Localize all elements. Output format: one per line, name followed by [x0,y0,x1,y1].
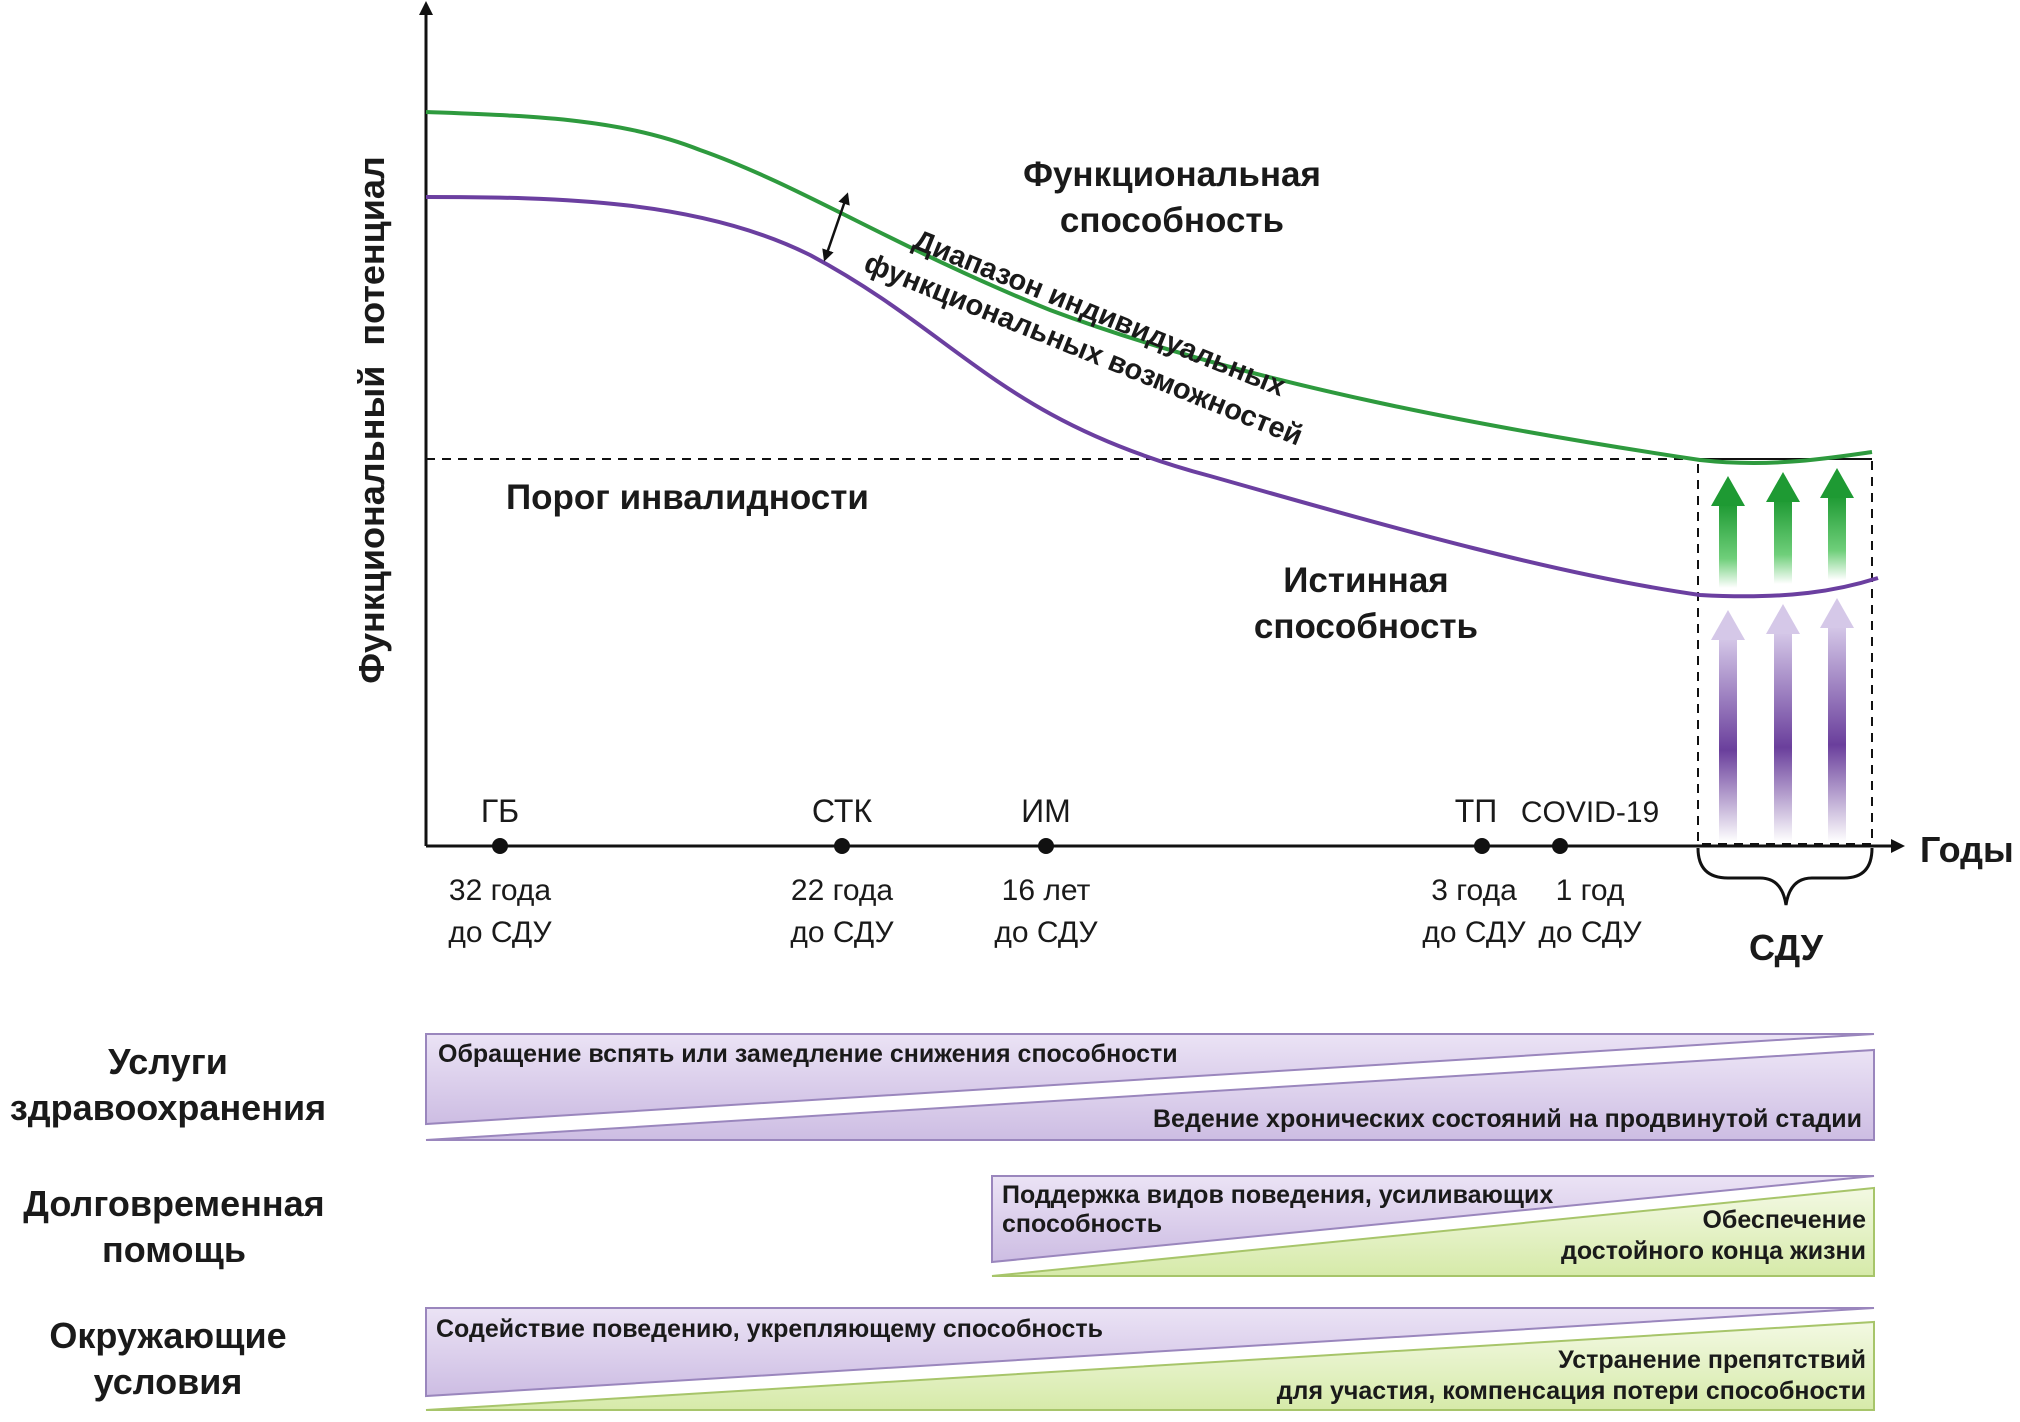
event-covid: COVID-19 1 год до СДУ [1521,796,1659,949]
event-until: до СДУ [790,916,894,949]
longterm-top-text-line2: способность [1002,1210,1162,1238]
longterm-bottom-text-line2: достойного конца жизни [1561,1237,1866,1265]
event-label: ГБ [481,793,519,829]
row-health-label-line2: здравоохранения [10,1087,326,1128]
threshold-label: Порог инвалидности [506,478,869,517]
y-axis-label: Функциональный потенциал [351,156,392,684]
event-years: 32 года [449,874,552,907]
sdu-label: СДУ [1749,927,1824,968]
row-health-label-line1: Услуги [108,1041,228,1082]
event-label: ИМ [1021,793,1071,829]
event-until: до СДУ [448,916,552,949]
row-environment-label-line1: Окружающие [49,1315,286,1356]
event-label: ТП [1455,793,1498,829]
event-until: до СДУ [1422,916,1526,949]
event-im: ИМ 16 лет до СДУ [994,793,1098,949]
range-label-line2: функциональных возможностей [860,247,1307,453]
functional-ability-label-line1: Функциональная [1023,155,1321,194]
longterm-bottom-text-line1: Обеспечение [1702,1206,1866,1234]
row-longterm-label-line2: помощь [102,1229,246,1270]
sdu-brace [1696,847,1874,906]
functional-ability-curve [425,110,1873,465]
event-stk: СТК 22 года до СДУ [790,793,894,949]
environment-top-text: Содействие поведению, укрепляющему спосо… [436,1315,1103,1343]
green-improvement-arrows [1711,468,1854,588]
event-until: до СДУ [1538,916,1642,949]
event-years: 16 лет [1002,874,1091,907]
event-years: 22 года [791,874,894,907]
x-axis-label: Годы [1920,829,2014,870]
event-label: СТК [812,793,873,829]
health-bottom-text: Ведение хронических состояний на продвин… [1153,1105,1862,1133]
health-top-wedge [425,1033,1875,1126]
intrinsic-capacity-label-line1: Истинная [1283,561,1448,600]
environment-bottom-wedge [425,1320,1875,1411]
intrinsic-capacity-label-line2: способность [1254,607,1478,646]
sdu-box [1697,458,1873,845]
event-gb: ГБ 32 года до СДУ [448,793,552,949]
event-until: до СДУ [994,916,1098,949]
longterm-top-wedge [991,1175,1875,1264]
health-bottom-wedge [425,1048,1875,1141]
event-years: 1 год [1556,874,1625,907]
functional-ability-label-line2: способность [1060,201,1284,240]
longterm-bottom-wedge [991,1186,1875,1277]
health-top-text: Обращение вспять или замедление снижения… [438,1040,1178,1068]
event-years: 3 года [1431,874,1517,907]
environment-bottom-text-line2: для участия, компенсация потери способно… [1277,1377,1866,1405]
longterm-top-text-line1: Поддержка видов поведения, усиливающих [1002,1181,1553,1209]
range-double-arrow [822,192,850,262]
event-label: COVID-19 [1521,796,1659,829]
purple-improvement-arrows [1711,598,1854,842]
environment-top-wedge [425,1307,1875,1398]
row-longterm-label-line1: Долговременная [23,1183,324,1224]
environment-bottom-text-line1: Устранение препятствий [1558,1346,1866,1374]
row-environment-label-line2: условия [94,1361,243,1402]
intrinsic-capacity-curve [425,195,1879,599]
event-tp: ТП 3 года до СДУ [1422,793,1526,949]
